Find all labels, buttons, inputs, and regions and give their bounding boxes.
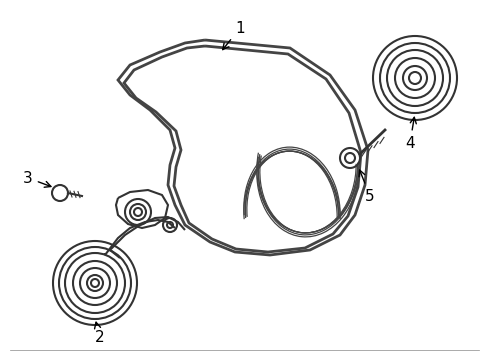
Text: 3: 3 (23, 171, 51, 187)
Text: 4: 4 (405, 117, 415, 150)
Text: 1: 1 (222, 21, 244, 50)
Text: 2: 2 (94, 322, 104, 346)
Text: 5: 5 (358, 170, 374, 203)
